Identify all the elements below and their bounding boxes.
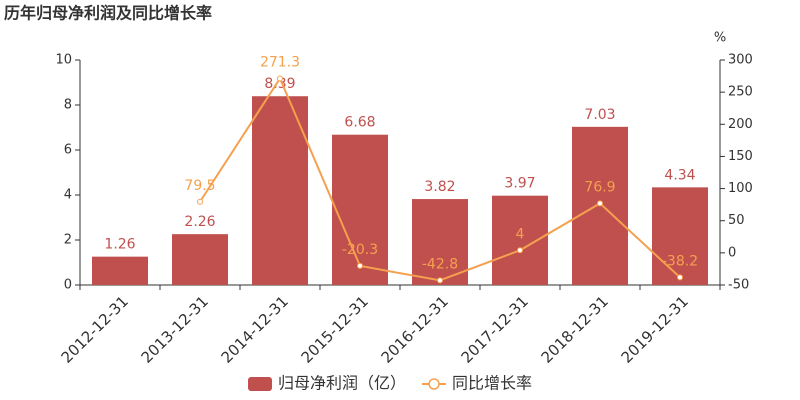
bar: [252, 96, 308, 285]
x-tick-label: 2015-12-31: [298, 292, 372, 366]
legend-swatch[interactable]: [428, 378, 440, 390]
bar-value-label: 6.68: [344, 115, 375, 131]
bar-value-label: 3.82: [424, 179, 455, 195]
legend-label[interactable]: 同比增长率: [452, 374, 532, 393]
x-tick-label: 2016-12-31: [378, 292, 452, 366]
bar: [332, 134, 388, 285]
y2-tick-label: 250: [728, 85, 753, 100]
x-tick-label: 2014-12-31: [218, 292, 292, 366]
y-tick-label: 10: [55, 53, 72, 68]
y2-tick-label: 200: [728, 117, 753, 132]
line-point: [437, 277, 443, 284]
y-tick-label: 2: [64, 233, 72, 248]
line-point: [357, 262, 363, 269]
bar-value-label: 3.97: [504, 176, 535, 192]
y2-tick-label: 100: [728, 181, 753, 196]
x-tick-label: 2017-12-31: [458, 292, 532, 366]
x-tick-label: 2019-12-31: [618, 292, 692, 366]
line-point: [677, 274, 683, 281]
x-tick-label: 2012-12-31: [58, 292, 132, 366]
y2-axis-label: %: [714, 31, 726, 46]
y-tick-label: 4: [64, 188, 72, 203]
bar-value-label: 7.03: [584, 107, 615, 123]
line-value-label: 79.5: [184, 178, 215, 194]
bar: [172, 234, 228, 285]
y2-tick-label: -50: [728, 278, 749, 293]
bar: [92, 256, 148, 285]
bar-value-label: 1.26: [104, 237, 135, 253]
legend-label[interactable]: 归母净利润（亿）: [278, 374, 406, 393]
bar: [652, 187, 708, 285]
x-tick-label: 2018-12-31: [538, 292, 612, 366]
chart-title: 历年归母净利润及同比增长率: [4, 4, 212, 23]
line-value-label: -38.2: [662, 253, 698, 269]
bar: [412, 199, 468, 285]
y2-tick-label: 50: [728, 213, 745, 228]
bar-value-label: 8.39: [264, 76, 295, 92]
y-tick-label: 6: [64, 143, 72, 158]
line-value-label: -20.3: [342, 242, 378, 258]
y2-tick-label: 300: [728, 53, 753, 68]
y-tick-label: 0: [64, 278, 72, 293]
line-value-label: 271.3: [260, 54, 300, 70]
y-tick-label: 8: [64, 98, 72, 113]
x-tick-label: 2013-12-31: [138, 292, 212, 366]
line-point: [517, 247, 523, 254]
y2-tick-label: 150: [728, 149, 753, 164]
bar-value-label: 4.34: [664, 167, 695, 183]
line-value-label: 76.9: [584, 179, 615, 195]
legend-swatch[interactable]: [248, 377, 272, 391]
line-value-label: 4: [516, 226, 525, 242]
bar-value-label: 2.26: [184, 214, 215, 230]
line-value-label: -42.8: [422, 256, 458, 272]
line-point: [197, 198, 203, 205]
line-point: [597, 200, 603, 207]
line-point: [277, 75, 283, 82]
y2-tick-label: 0: [728, 245, 736, 260]
